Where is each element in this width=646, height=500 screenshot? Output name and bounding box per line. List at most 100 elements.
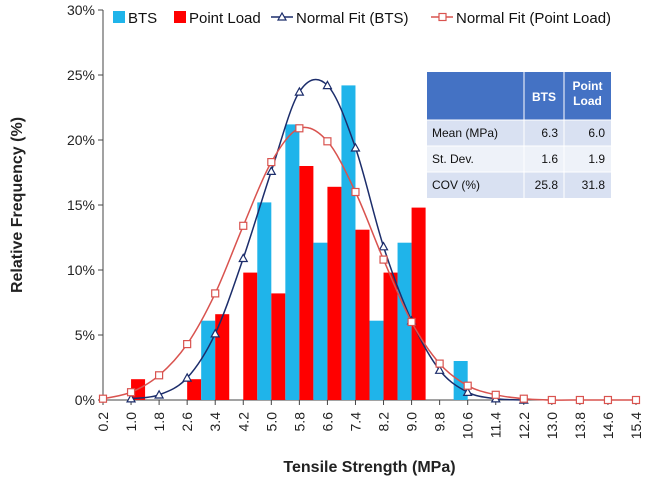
table-cell: 1.9 [588, 152, 605, 166]
y-tick-label: 10% [67, 262, 95, 278]
bts-fit-point [238, 253, 249, 263]
point-load-bar [327, 186, 342, 400]
legend-marker [276, 11, 288, 21]
y-tick-label: 25% [67, 67, 95, 83]
x-tick-label: 5.8 [291, 412, 307, 432]
x-tick-label: 4.2 [235, 412, 251, 432]
x-tick-label: 13.0 [544, 412, 560, 439]
x-tick-label: 8.2 [376, 412, 392, 432]
bars [131, 85, 468, 401]
x-tick-label: 10.6 [460, 412, 476, 439]
bts-fit-point [294, 86, 305, 96]
point-load-fit-line [102, 126, 636, 401]
table-cell: 6.3 [541, 126, 558, 140]
y-tick-label: 20% [67, 132, 95, 148]
x-tick-label: 7.4 [347, 412, 363, 432]
legend-marker [438, 12, 447, 22]
point-load-fit-point [211, 289, 220, 298]
bts-fit-point [434, 364, 445, 374]
point-load-fit-point [183, 340, 192, 349]
table-row-label: Mean (MPa) [432, 126, 498, 140]
table-row-label: St. Dev. [432, 152, 474, 166]
x-tick-label: 13.8 [572, 412, 588, 439]
table-cell: 25.8 [535, 178, 559, 192]
point-load-fit-point [575, 395, 584, 405]
table-row [427, 120, 611, 146]
bts-bar [369, 320, 384, 400]
legend-label: Normal Fit (BTS) [296, 10, 409, 27]
point-load-fit-point [155, 371, 164, 380]
point-load-fit-point [98, 394, 108, 403]
point-load-fit-point [491, 390, 500, 399]
x-tick-label: 3.4 [207, 412, 223, 432]
table-row-label: COV (%) [432, 178, 480, 192]
point-load-fit-point [631, 395, 641, 405]
x-axis-title: Tensile Strength (MPa) [283, 459, 455, 476]
point-load-bar [187, 379, 202, 400]
table-cell: 6.0 [588, 126, 605, 140]
x-tick-label: 1.8 [151, 412, 167, 432]
x-tick-label: 5.0 [263, 412, 279, 432]
point-load-bar [355, 229, 370, 400]
point-load-fit-point [407, 317, 416, 327]
bts-bar [257, 202, 272, 400]
bts-bar [397, 242, 412, 400]
x-tick-label: 9.8 [432, 412, 448, 432]
x-tick-label: 6.6 [319, 412, 335, 432]
bts-fit-point [126, 393, 137, 403]
x-tick-label: 2.6 [179, 412, 195, 432]
point-load-fit-point [463, 381, 472, 390]
x-tick-label: 9.0 [404, 412, 420, 432]
point-load-bar [411, 207, 426, 400]
y-tick-label: 15% [67, 197, 95, 213]
x-tick-label: 0.2 [95, 412, 111, 432]
point-load-bar [383, 272, 398, 400]
point-load-fit-point [379, 255, 388, 264]
point-load-fit-point [267, 158, 276, 167]
bts-fit-point [154, 389, 165, 399]
point-load-fit-point [126, 388, 136, 397]
point-load-fit-point [295, 124, 304, 133]
bts-fit-point [322, 80, 333, 90]
bts-fit-point [210, 328, 221, 338]
point-load-fit-point [351, 187, 360, 197]
y-tick-label: 30% [67, 2, 95, 18]
bts-bar [341, 85, 356, 401]
legend-label: BTS [128, 10, 157, 27]
bts-fit-point [350, 142, 361, 152]
point-load-bar [215, 314, 230, 400]
legend-label: Normal Fit (Point Load) [456, 10, 611, 27]
point-load-bar [243, 272, 258, 400]
legend-swatch [174, 11, 186, 23]
table-row [427, 146, 611, 172]
legend: BTS Point Load Normal Fit (BTS) Normal Fit … [113, 10, 611, 27]
bts-bar [313, 242, 328, 400]
bts-fit-point [266, 165, 277, 175]
y-tick-label: 5% [75, 327, 95, 343]
legend-label: Point Load [189, 10, 261, 27]
x-tick-label: 1.0 [123, 412, 139, 432]
x-tick-label: 11.4 [488, 412, 504, 438]
table-header-cell: Load [573, 94, 602, 108]
table-cell: 31.8 [582, 178, 606, 192]
table-cell: 1.6 [541, 152, 558, 166]
x-tick-label: 15.4 [628, 412, 644, 439]
y-tick-label: 0% [75, 392, 95, 408]
point-load-fit-point [519, 394, 528, 403]
point-load-fit-point [323, 137, 332, 146]
x-tick-label: 12.2 [516, 412, 532, 439]
point-load-fit-point [239, 221, 248, 230]
bts-bar [285, 124, 300, 401]
table-header-cell: BTS [532, 90, 556, 104]
table-header-cell: Point [573, 79, 603, 93]
table-row [427, 172, 611, 198]
bts-fit-point [378, 241, 389, 251]
bts-fit-point [182, 372, 193, 382]
y-axis-title: Relative Frequency (%) [9, 117, 26, 293]
axes: 0% 5% 10% 15% 20% 25% 30% 0.2 1.0 1.8 2.6 3.4 4.2 5.0… [67, 2, 644, 439]
point-load-fit-point [603, 395, 613, 405]
x-tick-label: 14.6 [600, 412, 616, 439]
point-load-fit-point [547, 395, 556, 405]
